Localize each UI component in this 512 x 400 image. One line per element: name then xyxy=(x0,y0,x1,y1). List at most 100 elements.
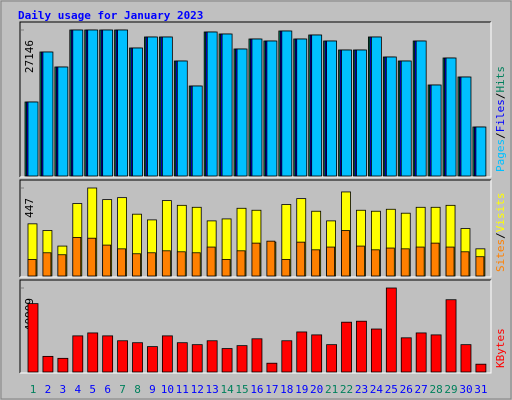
bar xyxy=(326,344,338,373)
bar xyxy=(42,51,54,177)
x-tick-label: 14 xyxy=(220,383,234,396)
bar xyxy=(161,335,173,373)
x-tick-label: 24 xyxy=(370,383,384,396)
bar xyxy=(57,66,69,177)
bar xyxy=(430,334,442,373)
bar xyxy=(296,241,306,277)
bar xyxy=(206,31,218,177)
x-tick-label: 8 xyxy=(134,383,141,396)
x-tick-label: 30 xyxy=(459,383,472,396)
legend: Pages/Files/Hits xyxy=(494,66,507,172)
bar xyxy=(385,287,397,373)
bar xyxy=(311,34,323,177)
bar xyxy=(460,251,470,277)
legend: Sites/Visits xyxy=(494,193,507,273)
bar xyxy=(266,40,278,177)
bar xyxy=(221,33,233,177)
bar xyxy=(161,250,171,277)
x-tick-label: 5 xyxy=(89,383,96,396)
bar xyxy=(296,331,308,373)
bar xyxy=(430,84,442,177)
bar xyxy=(161,36,173,177)
y-tick-label: 447 xyxy=(23,198,36,218)
bar xyxy=(72,335,84,373)
bar xyxy=(281,30,293,177)
x-tick-label: 6 xyxy=(104,383,111,396)
x-tick-label: 20 xyxy=(310,383,323,396)
bar xyxy=(87,332,99,373)
bar xyxy=(251,338,263,373)
bar xyxy=(281,340,293,373)
panel-border xyxy=(19,21,491,177)
bar xyxy=(445,57,457,177)
x-tick-label: 12 xyxy=(191,383,204,396)
bar xyxy=(475,126,487,177)
bar xyxy=(147,252,156,277)
bar xyxy=(87,237,97,277)
bar xyxy=(27,101,39,177)
x-tick-label: 18 xyxy=(280,383,293,396)
x-tick-label: 7 xyxy=(119,383,126,396)
x-tick-label: 29 xyxy=(444,383,457,396)
bar xyxy=(191,85,203,177)
bar xyxy=(445,299,457,373)
legend-entry: KBytes xyxy=(494,328,507,368)
bar xyxy=(415,332,427,373)
bar xyxy=(117,340,128,373)
bar xyxy=(281,259,291,277)
bar xyxy=(191,344,203,373)
bar xyxy=(236,48,248,177)
legend: KBytes xyxy=(494,328,507,368)
bar xyxy=(147,36,158,177)
bar xyxy=(72,237,82,277)
bar xyxy=(42,355,54,373)
x-tick-label: 13 xyxy=(206,383,219,396)
legend-entry: Pages xyxy=(494,139,507,172)
x-tick-label: 28 xyxy=(429,383,442,396)
y-tick-label: 27146 xyxy=(23,40,36,73)
bar xyxy=(415,246,425,277)
bar xyxy=(221,259,231,277)
bar xyxy=(236,250,246,277)
bar xyxy=(370,36,382,177)
bar xyxy=(341,321,352,373)
bar xyxy=(117,29,128,177)
x-tick-label: 4 xyxy=(74,383,81,396)
bar xyxy=(206,246,216,277)
legend-entry: Sites xyxy=(494,239,507,272)
bar xyxy=(57,357,69,373)
bar xyxy=(221,348,233,373)
bar xyxy=(251,38,263,177)
x-tick-label: 11 xyxy=(176,383,189,396)
x-tick-label: 17 xyxy=(265,383,278,396)
x-tick-label: 26 xyxy=(400,383,413,396)
x-tick-label: 3 xyxy=(60,383,67,396)
legend-entry: Files xyxy=(494,99,507,132)
bar xyxy=(206,340,218,373)
bar xyxy=(147,346,158,373)
bar xyxy=(117,248,126,277)
x-tick-label: 16 xyxy=(250,383,263,396)
bar xyxy=(311,334,323,373)
bar xyxy=(341,230,350,277)
bar xyxy=(102,335,114,373)
bar xyxy=(370,328,382,373)
bar xyxy=(356,49,367,177)
bar xyxy=(102,244,112,277)
bar xyxy=(356,245,365,277)
bar xyxy=(102,29,114,177)
bar xyxy=(176,342,188,373)
bar xyxy=(475,363,487,373)
x-tick-label: 9 xyxy=(149,383,156,396)
bar xyxy=(341,49,352,177)
bar xyxy=(132,47,143,177)
bar xyxy=(460,344,472,373)
bar xyxy=(191,252,201,277)
legend-separator: / xyxy=(494,232,507,239)
bar xyxy=(72,29,84,177)
bar xyxy=(356,320,367,373)
bar xyxy=(296,38,308,177)
bar xyxy=(27,259,37,277)
bar xyxy=(400,60,412,177)
